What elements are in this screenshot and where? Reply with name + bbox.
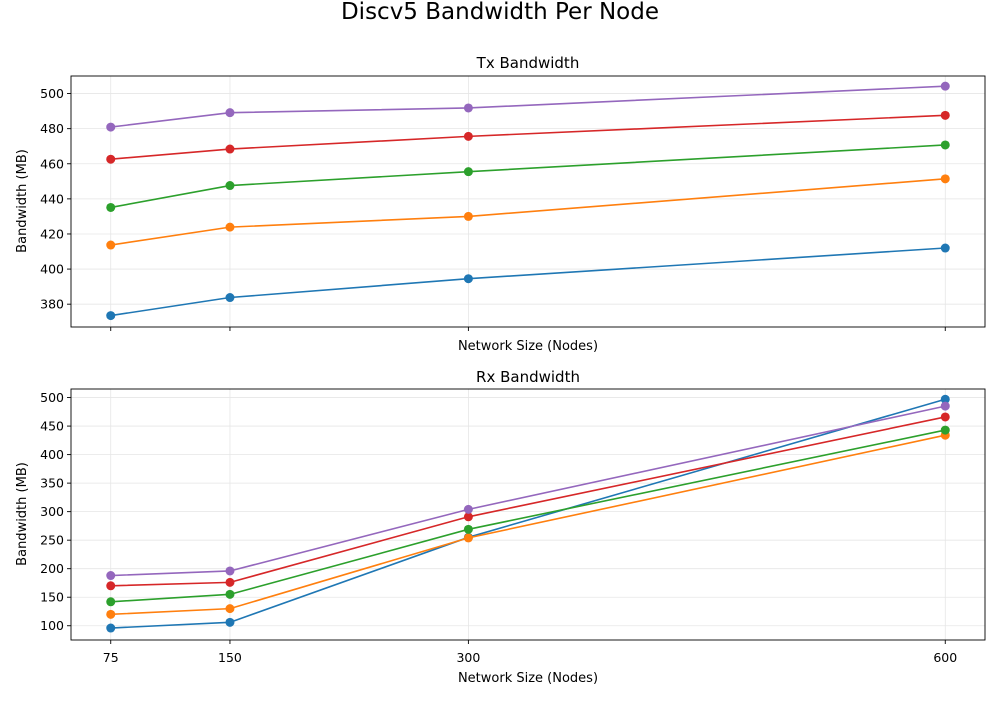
tx-series-5-point bbox=[463, 103, 473, 113]
tx-x-axis-label: Network Size (Nodes) bbox=[458, 339, 598, 354]
rx-series-3-point bbox=[463, 524, 473, 534]
tx-y-tick-label: 500 bbox=[40, 86, 64, 101]
rx-series-5-point bbox=[106, 571, 116, 581]
tx-series-3-point bbox=[225, 181, 235, 191]
tx-series-4-point bbox=[106, 154, 116, 164]
tx-bandwidth-panel: 380 400 420 440 460 480 500 Tx Bandwidth Netwo… bbox=[15, 54, 986, 354]
tx-y-tick-label: 420 bbox=[40, 226, 64, 241]
rx-series-4-point bbox=[225, 577, 235, 587]
tx-series-1-line bbox=[110, 247, 946, 317]
tx-y-tick-label: 380 bbox=[40, 297, 64, 312]
tx-series-5-point bbox=[225, 108, 235, 118]
rx-series-2-point bbox=[225, 604, 235, 614]
rx-x-tick-label: 600 bbox=[933, 650, 957, 665]
rx-series-5-point bbox=[225, 566, 235, 576]
rx-x-tick-label: 75 bbox=[103, 650, 119, 665]
tx-y-tick-label: 460 bbox=[40, 156, 64, 171]
tx-y-tick-label: 440 bbox=[40, 191, 64, 206]
tx-series-5-point bbox=[940, 81, 950, 91]
rx-series-4-point bbox=[940, 412, 950, 422]
rx-y-tick-label: 500 bbox=[40, 390, 64, 405]
rx-series-2-point bbox=[463, 533, 473, 543]
rx-series-2-line bbox=[110, 434, 946, 616]
rx-bandwidth-panel: 100 150 200 250 300 350 400 450 500 75 150 300 600 R… bbox=[15, 368, 986, 686]
rx-series-5-line bbox=[110, 405, 946, 577]
tx-series-1-point bbox=[940, 243, 950, 253]
rx-series-3-point bbox=[940, 425, 950, 435]
tx-series-2-point bbox=[225, 222, 235, 232]
rx-x-tick-label: 300 bbox=[456, 650, 480, 665]
tx-y-tick-label: 400 bbox=[40, 262, 64, 277]
tx-series-5-point bbox=[106, 122, 116, 132]
rx-series-4-line bbox=[110, 416, 946, 587]
rx-y-tick-label: 200 bbox=[40, 561, 64, 576]
rx-series-4-point bbox=[463, 512, 473, 522]
rx-axes-frame bbox=[70, 388, 986, 641]
tx-series-3-point bbox=[940, 140, 950, 150]
rx-series-5-point bbox=[463, 504, 473, 514]
rx-series-3-line bbox=[110, 429, 946, 603]
tx-series-1-point bbox=[463, 274, 473, 284]
rx-x-axis-label: Network Size (Nodes) bbox=[458, 671, 598, 686]
rx-y-tick-label: 300 bbox=[40, 504, 64, 519]
tx-series-2-point bbox=[940, 174, 950, 184]
rx-y-tick-label: 400 bbox=[40, 447, 64, 462]
tx-series-2-point bbox=[463, 211, 473, 221]
tx-series-3-point bbox=[463, 167, 473, 177]
tx-y-axis-label: Bandwidth (MB) bbox=[15, 149, 30, 253]
rx-y-tick-label: 450 bbox=[40, 419, 64, 434]
tx-axes-frame bbox=[70, 75, 986, 328]
tx-chart-title: Tx Bandwidth bbox=[476, 54, 580, 72]
rx-series-4-point bbox=[106, 581, 116, 591]
tx-y-tick-label: 480 bbox=[40, 121, 64, 136]
tx-series-2-line bbox=[110, 178, 946, 246]
rx-series-1-point bbox=[225, 617, 235, 627]
tx-series-3-line bbox=[110, 144, 946, 209]
tx-series-2-point bbox=[106, 240, 116, 250]
tx-series-5-line bbox=[110, 85, 946, 128]
rx-x-tick-label: 150 bbox=[218, 650, 242, 665]
rx-y-axis-label: Bandwidth (MB) bbox=[15, 462, 30, 566]
rx-series-1-line bbox=[110, 398, 946, 629]
figure-suptitle: Discv5 Bandwidth Per Node bbox=[341, 0, 659, 25]
tx-series-3-point bbox=[106, 202, 116, 212]
tx-series-4-point bbox=[463, 131, 473, 141]
tx-series-4-point bbox=[225, 144, 235, 154]
rx-series-1-point bbox=[940, 394, 950, 404]
rx-y-tick-label: 150 bbox=[40, 590, 64, 605]
rx-y-tick-label: 100 bbox=[40, 618, 64, 633]
tx-series-1-point bbox=[225, 293, 235, 303]
rx-y-tick-label: 250 bbox=[40, 533, 64, 548]
rx-series-5-point bbox=[940, 401, 950, 411]
tx-series-4-point bbox=[940, 110, 950, 120]
tx-series-1-point bbox=[106, 311, 116, 321]
rx-y-tick-label: 350 bbox=[40, 476, 64, 491]
rx-series-2-point bbox=[106, 609, 116, 619]
rx-chart-title: Rx Bandwidth bbox=[476, 368, 580, 386]
rx-series-3-point bbox=[225, 589, 235, 599]
rx-series-3-point bbox=[106, 597, 116, 607]
rx-series-1-point bbox=[106, 623, 116, 633]
tx-series-4-line bbox=[110, 114, 946, 160]
